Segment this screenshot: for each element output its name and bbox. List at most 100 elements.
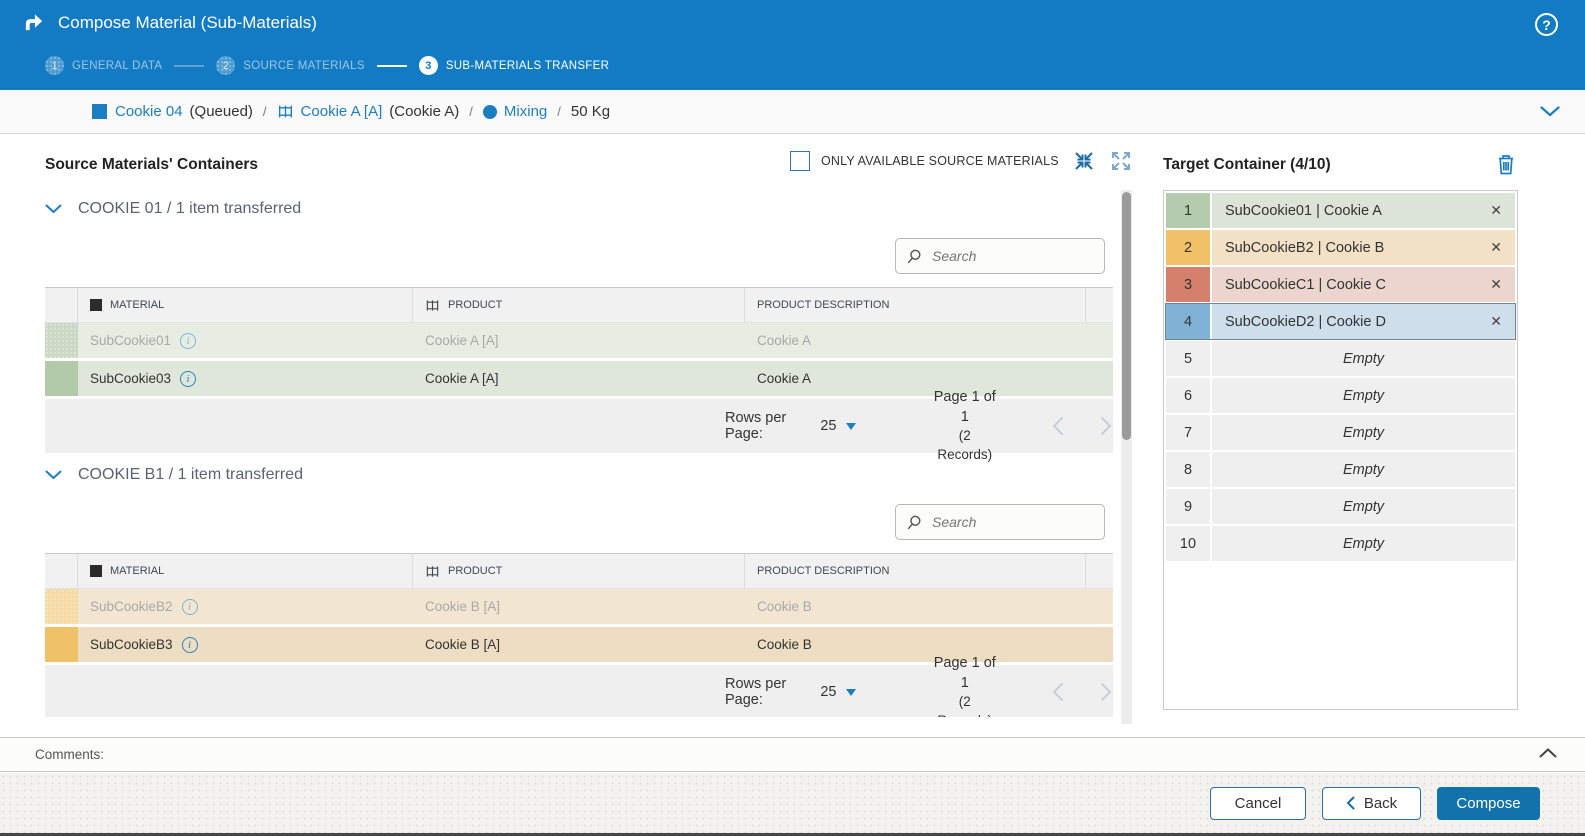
records-info: (2 Records): [937, 694, 992, 717]
trash-icon[interactable]: [1497, 154, 1515, 175]
group-cookieb1-header[interactable]: COOKIE B1 / 1 item transferred: [45, 466, 303, 484]
info-icon[interactable]: i: [181, 636, 198, 653]
only-available-label: ONLY AVAILABLE SOURCE MATERIALS: [821, 154, 1059, 168]
target-slot-empty[interactable]: 6 Empty: [1166, 378, 1515, 413]
table-row[interactable]: SubCookieB2 i Cookie B [A] Cookie B: [45, 589, 1113, 627]
remove-slot-icon[interactable]: ✕: [1490, 202, 1502, 218]
color-strip-column: [45, 554, 78, 588]
prev-page-icon[interactable]: [1051, 415, 1065, 437]
pagination: Rows per Page: 25 Page 1 of 1 (2 Records): [45, 389, 1113, 462]
target-slot-empty[interactable]: 8 Empty: [1166, 452, 1515, 487]
slot-label: Empty: [1212, 415, 1515, 450]
remove-slot-icon[interactable]: ✕: [1490, 313, 1502, 329]
only-available-checkbox[interactable]: [790, 151, 810, 171]
rows-per-page-label: Rows per Page:: [725, 410, 787, 442]
step-sub-materials-transfer[interactable]: 3 SUB-MATERIALS TRANSFER: [418, 56, 609, 75]
breadcrumb-material-link[interactable]: Cookie 04: [115, 103, 183, 120]
breadcrumb-step-link[interactable]: Mixing: [503, 103, 548, 120]
info-icon[interactable]: i: [180, 370, 197, 387]
column-header-product: PRODUCT: [448, 565, 503, 577]
product-cell: Cookie B [A]: [425, 599, 501, 614]
table-row[interactable]: SubCookieB3 i Cookie B [A] Cookie B: [45, 627, 1113, 665]
search-input[interactable]: [932, 514, 1082, 530]
slot-label: SubCookieD2 | Cookie D: [1225, 313, 1386, 330]
slot-number: 3: [1166, 267, 1210, 302]
target-slot-empty[interactable]: 9 Empty: [1166, 489, 1515, 524]
comments-label: Comments:: [35, 747, 105, 762]
material-icon: [92, 104, 107, 119]
slot-number: 10: [1166, 526, 1210, 561]
chevron-down-icon[interactable]: [45, 204, 62, 214]
chevron-left-icon: [1346, 796, 1355, 810]
info-icon[interactable]: i: [181, 598, 198, 615]
column-header-product: PRODUCT: [448, 299, 503, 311]
group2-table-clip: MATERIAL PRODUCT PRODUCT DESCRIPTION Sub…: [45, 553, 1113, 717]
breadcrumb-product-link[interactable]: Cookie A [A]: [300, 103, 383, 120]
material-cell: SubCookieB2: [90, 599, 173, 614]
step-general-data[interactable]: 1 GENERAL DATA: [45, 56, 162, 75]
target-slot-empty[interactable]: 7 Empty: [1166, 415, 1515, 450]
slot-number: 5: [1166, 341, 1210, 376]
step-source-materials[interactable]: 2 SOURCE MATERIALS: [216, 56, 365, 75]
back-button[interactable]: Back: [1322, 786, 1421, 820]
target-slot[interactable]: 1 SubCookie01 | Cookie A ✕: [1166, 193, 1515, 228]
prev-page-icon[interactable]: [1051, 681, 1065, 703]
vertical-scrollbar[interactable]: [1121, 190, 1132, 724]
table-row[interactable]: SubCookie03 i Cookie A [A] Cookie A: [45, 361, 1113, 399]
group-title-label: COOKIE 01 / 1 item transferred: [78, 200, 302, 217]
collapse-all-icon[interactable]: [1074, 151, 1094, 171]
chevron-up-icon[interactable]: [1539, 748, 1557, 758]
color-strip-column: [45, 288, 78, 322]
help-icon[interactable]: ?: [1535, 13, 1558, 36]
breadcrumb-collapse-chevron-icon[interactable]: [1540, 104, 1560, 121]
rows-per-page-dropdown-icon[interactable]: [845, 422, 856, 430]
rows-per-page-dropdown-icon[interactable]: [845, 688, 856, 696]
column-header-description: PRODUCT DESCRIPTION: [745, 554, 1086, 588]
pagination: Rows per Page: 25 Page 1 of 1 (2 Records): [45, 655, 1113, 717]
description-cell: Cookie B: [757, 637, 812, 652]
row-color-strip: [45, 589, 78, 624]
table-header: MATERIAL PRODUCT PRODUCT DESCRIPTION: [45, 554, 1113, 589]
breadcrumb: Cookie 04 (Queued) / Cookie A [A] (Cooki…: [0, 90, 1585, 134]
step-connector: [174, 64, 205, 67]
step-connector: [376, 64, 407, 67]
target-slot[interactable]: 4 SubCookieD2 | Cookie D ✕: [1166, 304, 1515, 339]
group1-search[interactable]: [895, 238, 1105, 274]
slot-label: Empty: [1212, 526, 1515, 561]
info-icon[interactable]: i: [180, 332, 197, 349]
slot-label: SubCookie01 | Cookie A: [1225, 202, 1382, 219]
table-row[interactable]: SubCookie01 i Cookie A [A] Cookie A: [45, 323, 1113, 361]
expand-all-icon[interactable]: [1111, 151, 1131, 171]
target-slot-empty[interactable]: 5 Empty: [1166, 341, 1515, 376]
slot-number: 8: [1166, 452, 1210, 487]
product-cell: Cookie B [A]: [425, 637, 501, 652]
group-cookie01-header[interactable]: COOKIE 01 / 1 item transferred: [45, 200, 301, 218]
cancel-button[interactable]: Cancel: [1210, 786, 1306, 820]
compose-button[interactable]: Compose: [1437, 786, 1540, 820]
target-slot-empty[interactable]: 10 Empty: [1166, 526, 1515, 561]
search-input[interactable]: [932, 248, 1082, 264]
app-header: Compose Material (Sub-Materials) ? 1 GEN…: [0, 0, 1585, 90]
source-table-cookieb1: MATERIAL PRODUCT PRODUCT DESCRIPTION Sub…: [45, 553, 1113, 717]
bottom-edge-divider: [0, 833, 1585, 836]
target-slot[interactable]: 2 SubCookieB2 | Cookie B ✕: [1166, 230, 1515, 265]
chevron-down-icon[interactable]: [45, 470, 62, 480]
next-page-icon[interactable]: [1099, 681, 1113, 703]
table-header: MATERIAL PRODUCT PRODUCT DESCRIPTION: [45, 288, 1113, 323]
comments-bar[interactable]: Comments:: [0, 737, 1585, 772]
row-color-strip: [45, 323, 78, 358]
slot-label: SubCookieB2 | Cookie B: [1225, 239, 1385, 256]
description-cell: Cookie A: [757, 371, 812, 386]
target-slot[interactable]: 3 SubCookieC1 | Cookie C ✕: [1166, 267, 1515, 302]
slot-label: Empty: [1212, 489, 1515, 524]
slot-number: 2: [1166, 230, 1210, 265]
footer-actions: Cancel Back Compose: [0, 773, 1585, 833]
column-header-description: PRODUCT DESCRIPTION: [745, 288, 1086, 322]
next-page-icon[interactable]: [1099, 415, 1113, 437]
slot-number: 1: [1166, 193, 1210, 228]
remove-slot-icon[interactable]: ✕: [1490, 239, 1502, 255]
scrollbar-thumb[interactable]: [1122, 192, 1131, 440]
records-info: (2 Records): [937, 428, 993, 462]
group2-search[interactable]: [895, 504, 1105, 540]
remove-slot-icon[interactable]: ✕: [1490, 276, 1502, 292]
